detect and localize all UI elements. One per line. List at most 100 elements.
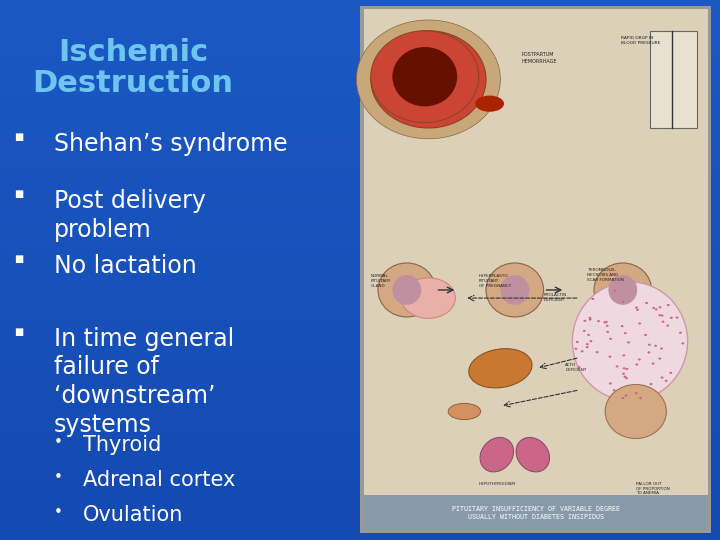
Text: Shehan’s syndrome: Shehan’s syndrome <box>54 132 287 156</box>
Ellipse shape <box>654 308 657 310</box>
Ellipse shape <box>595 351 598 353</box>
Text: POSTPARTUM
HEMORRHAGE: POSTPARTUM HEMORRHAGE <box>522 52 557 64</box>
Ellipse shape <box>588 317 591 319</box>
Text: •: • <box>54 435 63 450</box>
Ellipse shape <box>613 389 616 392</box>
Ellipse shape <box>378 263 436 317</box>
Ellipse shape <box>635 363 638 366</box>
Ellipse shape <box>586 343 589 345</box>
Ellipse shape <box>636 309 639 311</box>
Ellipse shape <box>516 437 549 472</box>
Ellipse shape <box>486 263 544 317</box>
Ellipse shape <box>356 20 500 139</box>
Ellipse shape <box>609 382 612 384</box>
Text: ■: ■ <box>14 254 24 264</box>
Ellipse shape <box>613 289 616 292</box>
Ellipse shape <box>626 368 629 370</box>
Text: No lactation: No lactation <box>54 254 197 278</box>
Ellipse shape <box>625 394 628 396</box>
Ellipse shape <box>621 325 624 327</box>
Ellipse shape <box>590 340 593 342</box>
Text: Thyroid: Thyroid <box>83 435 161 455</box>
Text: NORMAL
PITUITARY
GLAND: NORMAL PITUITARY GLAND <box>371 274 391 288</box>
Ellipse shape <box>609 338 612 340</box>
Ellipse shape <box>644 334 647 336</box>
Ellipse shape <box>621 397 624 399</box>
Text: HYPERPLASTIC
PITUITARY
OF PREGNANCY: HYPERPLASTIC PITUITARY OF PREGNANCY <box>479 274 511 288</box>
Ellipse shape <box>660 347 663 349</box>
Ellipse shape <box>621 301 624 303</box>
Bar <box>364 9 708 530</box>
Bar <box>360 6 711 533</box>
Ellipse shape <box>594 263 652 317</box>
Ellipse shape <box>665 380 667 382</box>
Ellipse shape <box>603 321 606 323</box>
Ellipse shape <box>606 331 609 333</box>
Ellipse shape <box>638 359 641 361</box>
Text: ■: ■ <box>14 132 24 143</box>
Text: RAPID DROP IN
BLOOD PRESSURE: RAPID DROP IN BLOOD PRESSURE <box>621 36 661 45</box>
Ellipse shape <box>679 332 682 334</box>
Ellipse shape <box>371 31 486 128</box>
Text: ACTH
DEFICIENT: ACTH DEFICIENT <box>565 363 587 372</box>
Ellipse shape <box>635 392 638 394</box>
Ellipse shape <box>591 298 594 300</box>
Ellipse shape <box>581 350 584 353</box>
Ellipse shape <box>500 275 529 305</box>
Ellipse shape <box>652 362 654 365</box>
Ellipse shape <box>583 320 586 322</box>
Ellipse shape <box>392 47 457 106</box>
Ellipse shape <box>654 345 657 347</box>
Ellipse shape <box>681 342 684 345</box>
Ellipse shape <box>608 275 637 305</box>
Ellipse shape <box>638 322 641 325</box>
Ellipse shape <box>475 96 504 112</box>
Text: PROLACTIN
DEFICIENT: PROLACTIN DEFICIENT <box>544 293 567 301</box>
Text: ■: ■ <box>14 189 24 199</box>
Ellipse shape <box>392 47 464 112</box>
Ellipse shape <box>675 316 678 319</box>
Ellipse shape <box>662 321 665 323</box>
Ellipse shape <box>402 278 455 318</box>
Text: HYPOTHYROIDISM: HYPOTHYROIDISM <box>479 482 516 485</box>
Ellipse shape <box>659 306 662 308</box>
Ellipse shape <box>606 325 608 327</box>
Text: Ischemic
Destruction: Ischemic Destruction <box>32 38 234 98</box>
Ellipse shape <box>605 321 608 323</box>
Text: Adrenal cortex: Adrenal cortex <box>83 470 235 490</box>
Ellipse shape <box>623 367 626 369</box>
Ellipse shape <box>648 343 651 346</box>
Ellipse shape <box>658 357 661 360</box>
Ellipse shape <box>635 307 638 309</box>
Ellipse shape <box>622 373 625 375</box>
Ellipse shape <box>583 330 586 332</box>
Text: Post delivery
problem: Post delivery problem <box>54 189 206 242</box>
Text: In time general
failure of
‘downstream’
systems: In time general failure of ‘downstream’ … <box>54 327 234 437</box>
Ellipse shape <box>666 325 669 327</box>
Ellipse shape <box>469 349 532 388</box>
Ellipse shape <box>647 352 650 354</box>
Bar <box>650 31 697 128</box>
Ellipse shape <box>597 320 600 322</box>
Ellipse shape <box>624 332 626 334</box>
Ellipse shape <box>616 366 618 368</box>
Ellipse shape <box>652 307 655 309</box>
Ellipse shape <box>661 376 664 379</box>
Ellipse shape <box>480 437 513 472</box>
Ellipse shape <box>670 372 672 374</box>
Text: •: • <box>54 470 63 485</box>
Text: •: • <box>54 505 63 520</box>
Ellipse shape <box>645 302 648 304</box>
Ellipse shape <box>371 31 479 123</box>
Ellipse shape <box>608 355 611 357</box>
Ellipse shape <box>661 314 664 316</box>
Text: Ovulation: Ovulation <box>83 505 183 525</box>
Bar <box>364 495 708 530</box>
Ellipse shape <box>658 314 661 316</box>
Ellipse shape <box>575 348 577 350</box>
Ellipse shape <box>624 375 626 377</box>
Ellipse shape <box>589 319 592 321</box>
Ellipse shape <box>622 354 625 356</box>
Ellipse shape <box>667 304 670 306</box>
Ellipse shape <box>639 397 642 399</box>
